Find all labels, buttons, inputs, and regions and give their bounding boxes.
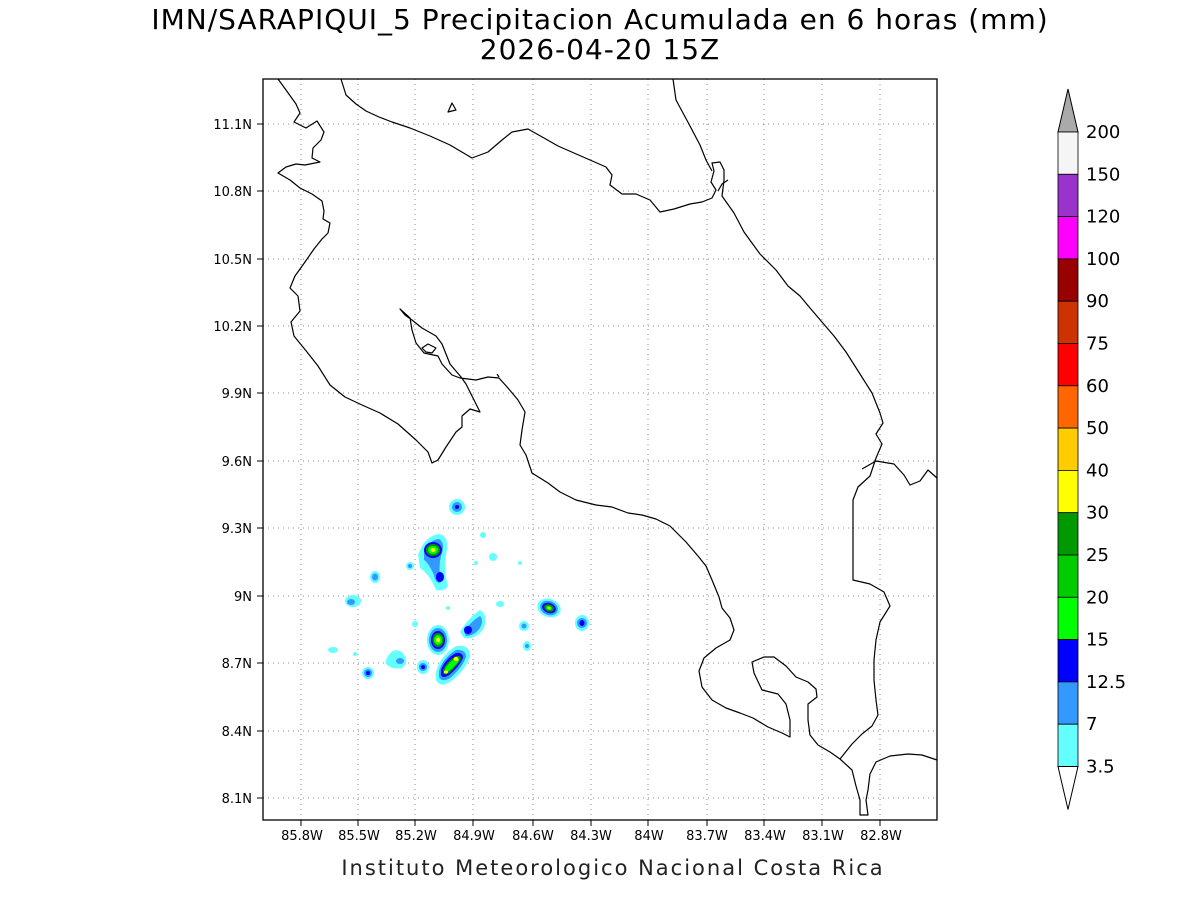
colorbar-label: 40 xyxy=(1086,460,1109,481)
colorbar-label: 200 xyxy=(1086,122,1120,143)
precip-cell-d xyxy=(537,598,561,618)
colorbar-label: 7 xyxy=(1086,714,1097,735)
lon-tick-label: 83.1W xyxy=(802,829,844,844)
colorbar-swatch xyxy=(1057,173,1079,218)
lon-tick-label: 84.9W xyxy=(453,829,495,844)
colorbar-label: 20 xyxy=(1086,587,1109,608)
map-subtitle: 2026-04-20 15Z xyxy=(479,33,721,66)
precip-cell-i xyxy=(575,615,589,631)
colorbar-label: 75 xyxy=(1086,334,1109,355)
latitude-tick-labels: 11.1N 10.8N 10.5N 10.2N 9.9N 9.6N 9.3N 9… xyxy=(213,118,252,807)
colorbar-label: 12.5 xyxy=(1086,672,1126,693)
colorbar-label: 3.5 xyxy=(1086,757,1115,778)
colorbar-swatch xyxy=(1057,596,1079,640)
colorbar-label: 30 xyxy=(1086,503,1109,524)
precipitation-contours xyxy=(328,499,589,685)
lon-tick-label: 85.5W xyxy=(338,829,380,844)
colorbar-swatch xyxy=(1057,216,1079,260)
lat-tick-label: 10.2N xyxy=(213,320,252,335)
lat-tick-label: 9.3N xyxy=(222,522,252,537)
colorbar-bottom-arrow xyxy=(1057,766,1079,810)
colorbar-label: 50 xyxy=(1086,418,1109,439)
colorbar-swatch xyxy=(1057,681,1079,725)
map-title: IMN/SARAPIQUI_5 Precipitacion Acumulada … xyxy=(151,3,1049,36)
colorbar-swatch xyxy=(1057,343,1079,387)
colorbar-swatch xyxy=(1057,385,1079,429)
lon-tick-label: 83.7W xyxy=(686,829,728,844)
longitude-tick-labels: 85.8W 85.5W 85.2W 84.9W 84.6W 84.3W 84W … xyxy=(281,829,902,844)
latitude-axis xyxy=(257,123,263,799)
lon-tick-label: 85.8W xyxy=(281,829,323,844)
lat-tick-label: 10.5N xyxy=(213,253,252,268)
footer-credit: Instituto Meteorologico Nacional Costa R… xyxy=(341,856,885,880)
lat-tick-label: 11.1N xyxy=(213,118,252,133)
colorbar-label: 60 xyxy=(1086,376,1109,397)
colorbar-label: 100 xyxy=(1086,249,1120,270)
precip-cell-e xyxy=(427,625,449,655)
colorbar-swatch xyxy=(1057,131,1079,175)
lat-tick-label: 9.9N xyxy=(222,387,252,402)
map-background xyxy=(263,79,937,820)
precip-cell-h xyxy=(362,650,429,679)
colorbar-swatch xyxy=(1057,639,1079,683)
colorbar-swatch xyxy=(1057,554,1079,598)
colorbar: 200 150 120 100 90 75 60 50 40 30 25 20 15 12.5 7 3.5 xyxy=(1057,88,1126,810)
lat-tick-label: 8.4N xyxy=(222,725,252,740)
lat-tick-label: 8.7N xyxy=(222,657,252,672)
colorbar-swatch xyxy=(1057,469,1079,514)
lon-tick-label: 84.3W xyxy=(570,829,612,844)
precip-cell-g xyxy=(460,610,486,639)
lon-tick-label: 84.6W xyxy=(512,829,554,844)
colorbar-label: 15 xyxy=(1086,630,1109,651)
colorbar-label: 150 xyxy=(1086,164,1120,185)
lat-tick-label: 10.8N xyxy=(213,185,252,200)
colorbar-swatch xyxy=(1057,512,1079,556)
lon-tick-label: 85.2W xyxy=(395,829,437,844)
lat-tick-label: 9N xyxy=(234,590,252,605)
colorbar-swatch xyxy=(1057,723,1079,767)
colorbar-top-arrow xyxy=(1057,88,1079,133)
coastline xyxy=(277,78,938,816)
colorbar-label: 120 xyxy=(1086,207,1120,228)
lat-tick-label: 9.6N xyxy=(222,455,252,470)
colorbar-swatch xyxy=(1057,258,1079,302)
map-frame xyxy=(262,78,938,821)
precip-cell-c xyxy=(328,532,531,656)
colorbar-swatch xyxy=(1057,300,1079,344)
lon-tick-label: 82.8W xyxy=(860,829,902,844)
colorbar-label: 25 xyxy=(1086,545,1109,566)
colorbar-label: 90 xyxy=(1086,291,1109,312)
lon-tick-label: 84W xyxy=(634,829,664,844)
colorbar-swatch xyxy=(1057,427,1079,471)
lon-tick-label: 83.4W xyxy=(744,829,786,844)
lat-tick-label: 8.1N xyxy=(222,792,252,807)
precip-cell-a xyxy=(449,499,465,515)
precip-cell-b xyxy=(418,534,448,591)
precip-cell-f xyxy=(436,645,470,685)
longitude-axis xyxy=(300,820,881,826)
